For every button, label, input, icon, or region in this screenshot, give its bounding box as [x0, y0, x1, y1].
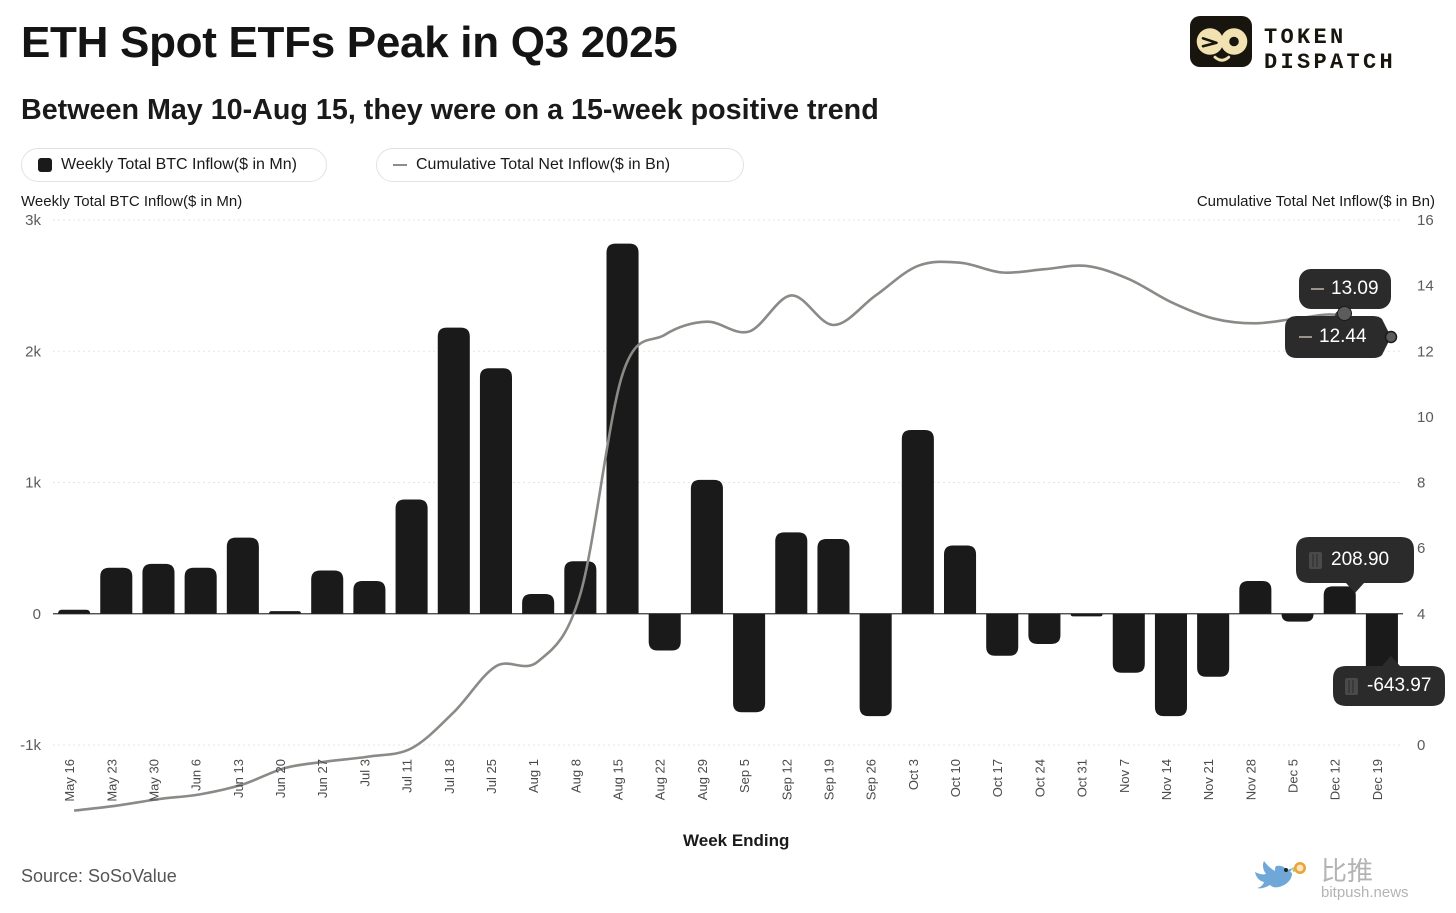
- svg-text:Dec 12: Dec 12: [1328, 759, 1343, 800]
- svg-text:Sep 5: Sep 5: [737, 759, 752, 793]
- svg-text:3k: 3k: [25, 212, 41, 229]
- svg-text:0: 0: [1417, 737, 1425, 754]
- svg-text:bitpush.news: bitpush.news: [1321, 884, 1409, 901]
- svg-text:Oct 24: Oct 24: [1032, 759, 1047, 797]
- svg-text:14: 14: [1417, 278, 1434, 295]
- svg-text:Dec 19: Dec 19: [1370, 759, 1385, 800]
- svg-text:Aug 1: Aug 1: [526, 759, 541, 793]
- svg-text:Jul 11: Jul 11: [400, 759, 415, 793]
- svg-text:Jun 6: Jun 6: [189, 759, 204, 791]
- svg-text:May 30: May 30: [146, 759, 161, 802]
- svg-text:Sep 26: Sep 26: [864, 759, 879, 800]
- svg-text:Jun 20: Jun 20: [273, 759, 288, 798]
- svg-text:Aug 15: Aug 15: [611, 759, 626, 800]
- svg-text:Oct 3: Oct 3: [906, 759, 921, 790]
- svg-text:Sep 19: Sep 19: [821, 759, 836, 800]
- svg-text:Nov 14: Nov 14: [1159, 759, 1174, 800]
- svg-text:Oct 10: Oct 10: [948, 759, 963, 797]
- svg-text:1k: 1k: [25, 475, 41, 492]
- svg-text:May 16: May 16: [62, 759, 77, 802]
- svg-text:Aug 8: Aug 8: [568, 759, 583, 793]
- svg-text:比推: 比推: [1321, 856, 1373, 886]
- svg-text:Jul 3: Jul 3: [357, 759, 372, 786]
- svg-text:12: 12: [1417, 343, 1434, 360]
- svg-text:Sep 12: Sep 12: [779, 759, 794, 800]
- svg-text:Nov 28: Nov 28: [1243, 759, 1258, 800]
- svg-text:Aug 29: Aug 29: [695, 759, 710, 800]
- svg-text:10: 10: [1417, 409, 1434, 426]
- svg-text:2k: 2k: [25, 343, 41, 360]
- svg-text:-1k: -1k: [20, 737, 41, 754]
- svg-text:Jul 25: Jul 25: [484, 759, 499, 794]
- svg-text:DISPATCH: DISPATCH: [1264, 50, 1396, 75]
- svg-text:Jun 27: Jun 27: [315, 759, 330, 798]
- svg-text:Nov 7: Nov 7: [1117, 759, 1132, 793]
- svg-text:0: 0: [33, 606, 41, 623]
- svg-text:4: 4: [1417, 606, 1425, 623]
- svg-text:TOKEN: TOKEN: [1264, 25, 1347, 50]
- svg-text:8: 8: [1417, 475, 1425, 492]
- svg-text:Jul 18: Jul 18: [442, 759, 457, 794]
- svg-text:16: 16: [1417, 212, 1434, 229]
- svg-text:Oct 17: Oct 17: [990, 759, 1005, 797]
- svg-text:Dec 5: Dec 5: [1286, 759, 1301, 793]
- svg-text:May 23: May 23: [104, 759, 119, 802]
- svg-text:6: 6: [1417, 540, 1425, 557]
- svg-text:Oct 31: Oct 31: [1075, 759, 1090, 797]
- svg-text:Aug 22: Aug 22: [653, 759, 668, 800]
- svg-text:Jun 13: Jun 13: [231, 759, 246, 798]
- svg-text:Nov 21: Nov 21: [1201, 759, 1216, 800]
